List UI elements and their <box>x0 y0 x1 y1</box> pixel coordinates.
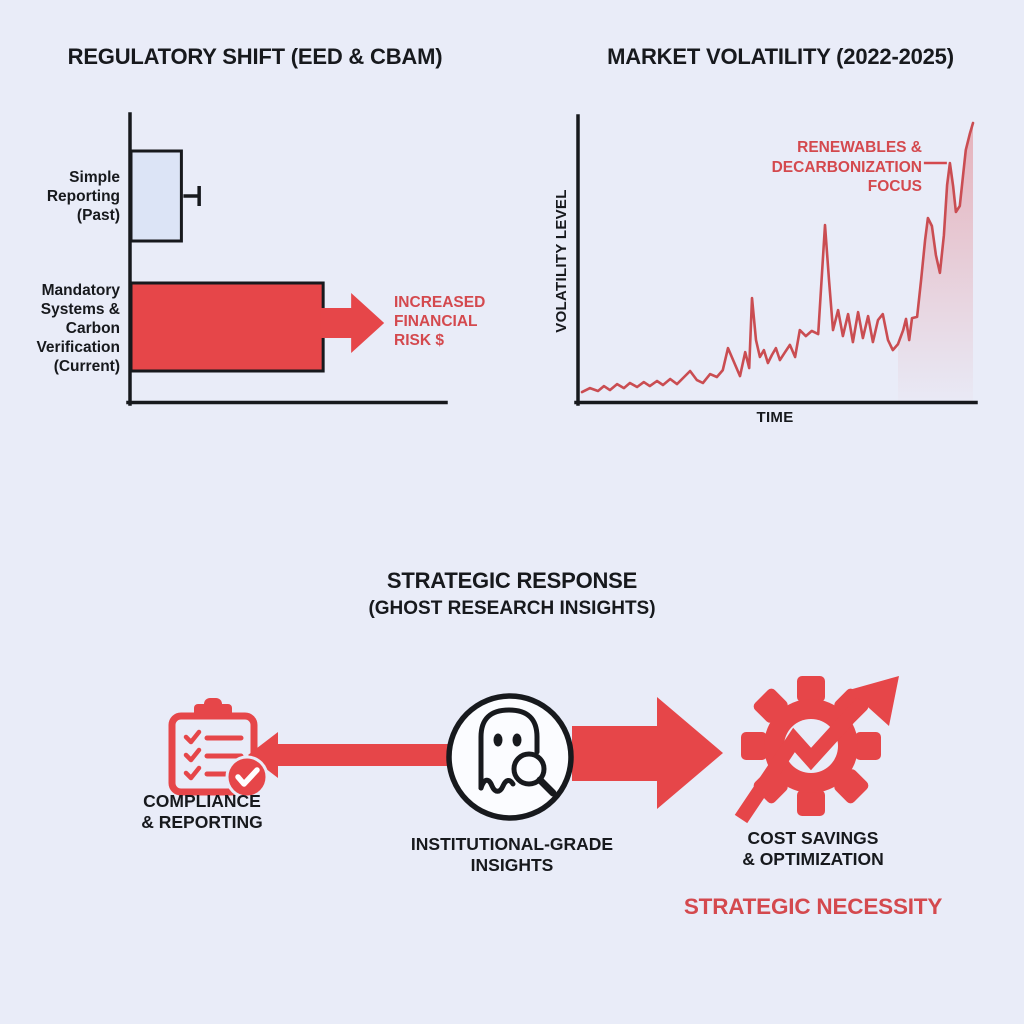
arrow-right-icon <box>572 697 723 809</box>
growth-arrow-icon <box>734 687 877 824</box>
gear-growth-icon <box>734 676 899 824</box>
institutional-grade-insights-label: INSTITUTIONAL-GRADE INSIGHTS <box>410 834 614 875</box>
strategic-necessity-label: STRATEGIC NECESSITY <box>683 894 943 919</box>
magnifier-icon <box>511 751 547 787</box>
strategic-response-subtitle: (GHOST RESEARCH INSIGHTS) <box>368 598 656 619</box>
renewables-focus-annotation: RENEWABLES & DECARBONIZATION FOCUS <box>771 139 922 195</box>
arrow-left-icon <box>248 732 448 778</box>
bar-simple-reporting <box>129 149 183 243</box>
volatility-chart-title: MARKET VOLATILITY (2022-2025) <box>607 44 954 69</box>
volatility-x-axis-label: TIME <box>756 409 794 426</box>
risk-arrow-icon <box>320 293 385 353</box>
regulatory-bar-chart <box>126 112 448 406</box>
strategic-response-title: STRATEGIC RESPONSE <box>386 568 638 593</box>
volatility-line-chart <box>574 114 978 406</box>
regulatory-chart-title: REGULATORY SHIFT (EED & CBAM) <box>67 44 443 69</box>
volatility-line <box>580 121 975 394</box>
volatility-y-axis-label: VOLATILITY LEVEL <box>553 189 570 333</box>
volatility-area-fill <box>898 123 973 402</box>
cost-savings-optimization-label: COST SAVINGS & OPTIMIZATION <box>742 828 884 869</box>
compliance-clipboard-icon <box>168 698 269 799</box>
bar-label-mandatory-systems: Mandatory Systems & Carbon Verification … <box>36 282 120 375</box>
strategic-flow-arrows <box>248 697 723 809</box>
ghost-magnifier-icon <box>446 693 574 821</box>
compliance-reporting-label: COMPLIANCE & REPORTING <box>141 791 263 832</box>
increased-financial-risk-annotation: INCREASED FINANCIAL RISK $ <box>394 294 486 349</box>
bar-label-simple-reporting: Simple Reporting (Past) <box>46 169 120 224</box>
bar-mandatory-systems <box>129 281 325 373</box>
